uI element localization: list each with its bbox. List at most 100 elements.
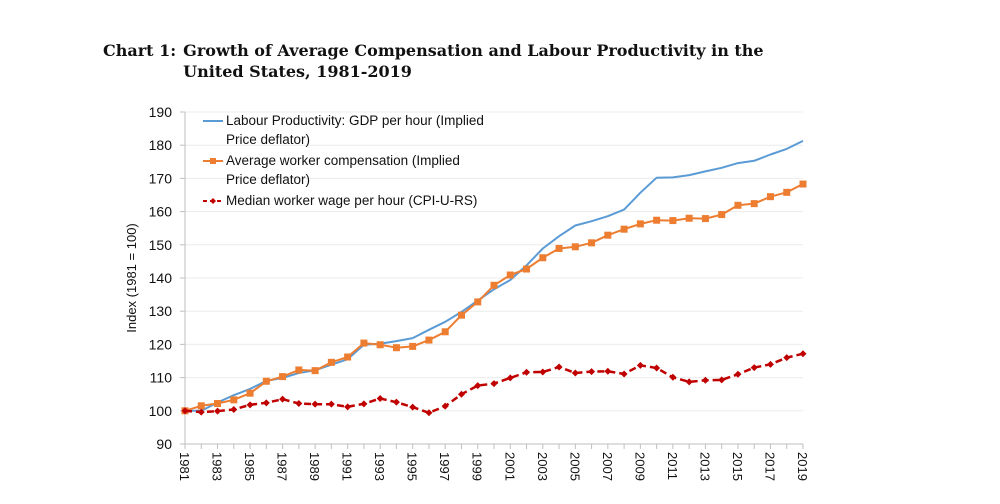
data-point (360, 400, 368, 408)
x-tick-label: 2013 (697, 452, 712, 481)
data-point (197, 408, 205, 416)
series-1 (181, 180, 807, 415)
data-point (262, 377, 270, 385)
x-tick-label: 1983 (210, 452, 225, 481)
data-point (588, 239, 596, 247)
legend-label: Price deflator) (226, 132, 310, 147)
data-point (750, 200, 758, 208)
data-point (718, 376, 726, 384)
data-point (441, 328, 449, 336)
data-point (669, 217, 677, 225)
data-point (783, 354, 791, 362)
x-tick-label: 2007 (600, 452, 615, 481)
data-point (588, 368, 596, 376)
data-point (295, 399, 303, 407)
legend: Labour Productivity: GDP per hour (Impli… (203, 113, 484, 208)
gridlines (185, 111, 803, 412)
y-tick-label: 130 (149, 303, 173, 319)
x-tick-label: 1995 (405, 452, 420, 481)
x-tick-label: 1993 (372, 452, 387, 481)
data-point (311, 367, 319, 375)
x-tick-label: 2001 (502, 452, 517, 481)
data-point (360, 339, 368, 347)
data-point (262, 399, 270, 407)
legend-item-0: Labour Productivity: GDP per hour (Impli… (203, 113, 484, 147)
data-point (506, 271, 514, 279)
x-tick-label: 1989 (307, 452, 322, 481)
data-point (539, 368, 547, 376)
x-tick-label: 2005 (567, 452, 582, 481)
data-point (799, 350, 807, 358)
x-tick-label: 2015 (730, 452, 745, 481)
series-line (184, 183, 804, 412)
data-point (766, 193, 774, 201)
data-point (392, 398, 400, 406)
x-axis-ticks: 1981 1983 1985 1987 1989 1991 1993 1995 1997 1999… (177, 444, 810, 481)
data-point (376, 395, 384, 403)
data-point (311, 400, 319, 408)
data-point (555, 363, 563, 371)
data-point (409, 403, 417, 411)
data-point (279, 373, 287, 381)
chart-title-text: Growth of Average Compensation and Labou… (183, 41, 764, 81)
data-point (246, 389, 254, 397)
y-tick-label: 160 (149, 204, 173, 220)
data-point (344, 353, 352, 361)
legend-label: Price deflator) (226, 172, 310, 187)
data-point (604, 367, 612, 375)
data-point (734, 370, 742, 378)
data-point (783, 188, 791, 196)
data-point (734, 201, 742, 209)
data-point (669, 373, 677, 381)
data-point (636, 220, 644, 228)
data-point (474, 298, 482, 306)
data-point (653, 216, 661, 224)
y-tick-label: 190 (149, 104, 173, 120)
x-tick-label: 2009 (632, 452, 647, 481)
x-tick-label: 1991 (340, 452, 355, 481)
y-axis-ticks: 90 100 110 120 130 140 150 160 170 180 190 (149, 104, 173, 452)
data-point (197, 402, 205, 410)
data-point (409, 342, 417, 350)
data-point (571, 243, 579, 251)
data-point (457, 390, 465, 398)
data-point (441, 402, 449, 410)
legend-label: Median worker wage per hour (CPI-U-RS) (226, 193, 477, 208)
legend-marker (210, 158, 216, 164)
data-point (539, 254, 547, 262)
data-point (474, 382, 482, 390)
data-point (214, 399, 222, 407)
data-point (506, 374, 514, 382)
data-point (425, 336, 433, 344)
data-point (750, 364, 758, 372)
data-point (620, 370, 628, 378)
x-tick-label: 2017 (762, 452, 777, 481)
data-point (327, 400, 335, 408)
series-line (185, 140, 804, 412)
y-tick-label: 150 (149, 237, 173, 253)
series-group (181, 140, 807, 417)
data-point (555, 244, 563, 252)
data-point (279, 395, 287, 403)
x-tick-label: 1997 (437, 452, 452, 481)
data-point (214, 407, 222, 415)
data-point (636, 361, 644, 369)
y-tick-label: 100 (149, 403, 173, 419)
data-point (701, 215, 709, 223)
data-point (425, 409, 433, 417)
y-tick-label: 180 (149, 137, 173, 153)
data-point (701, 376, 709, 384)
y-tick-label: 110 (150, 370, 173, 386)
y-tick-label: 120 (149, 336, 173, 352)
x-tick-label: 2011 (665, 452, 680, 480)
data-point (344, 403, 352, 411)
data-point (766, 360, 774, 368)
data-point (246, 401, 254, 409)
x-tick-label: 1987 (275, 452, 290, 481)
data-point (718, 211, 726, 219)
data-point (490, 281, 498, 289)
data-point (376, 341, 384, 349)
data-point (295, 366, 303, 374)
y-axis-label: Index (1981 = 100) (124, 223, 139, 333)
